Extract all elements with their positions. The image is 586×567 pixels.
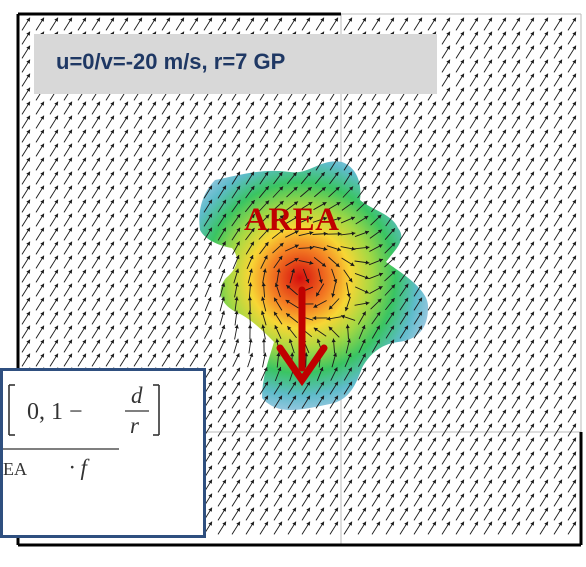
wind-arrow-head xyxy=(391,214,395,218)
formula-lower-text: EA xyxy=(3,459,27,479)
formula-svg: 0, 1 − d r EA · f xyxy=(3,371,206,538)
formula-box: 0, 1 − d r EA · f xyxy=(0,368,206,538)
scenario-label: u=0/v=-20 m/s, r=7 GP xyxy=(34,34,437,94)
formula-denominator-r: r xyxy=(130,413,140,438)
wind-arrow-head xyxy=(263,353,267,357)
wind-arrow-head xyxy=(363,186,367,190)
formula-times-f: · f xyxy=(69,455,91,480)
wind-arrow-head xyxy=(405,256,409,260)
wind-arrow-head xyxy=(248,325,252,329)
formula-numerator-d: d xyxy=(131,383,143,408)
wind-arrow-head xyxy=(377,200,381,204)
area-label: AREA xyxy=(244,202,340,239)
formula-bracket-content: 0, 1 − xyxy=(27,399,83,425)
wind-arrow-head xyxy=(221,311,225,315)
wind-arrow-head xyxy=(235,339,239,343)
wind-arrow-head xyxy=(249,339,253,343)
wind-arrow-head xyxy=(405,270,409,274)
scenario-label-text: u=0/v=-20 m/s, r=7 GP xyxy=(56,49,285,74)
